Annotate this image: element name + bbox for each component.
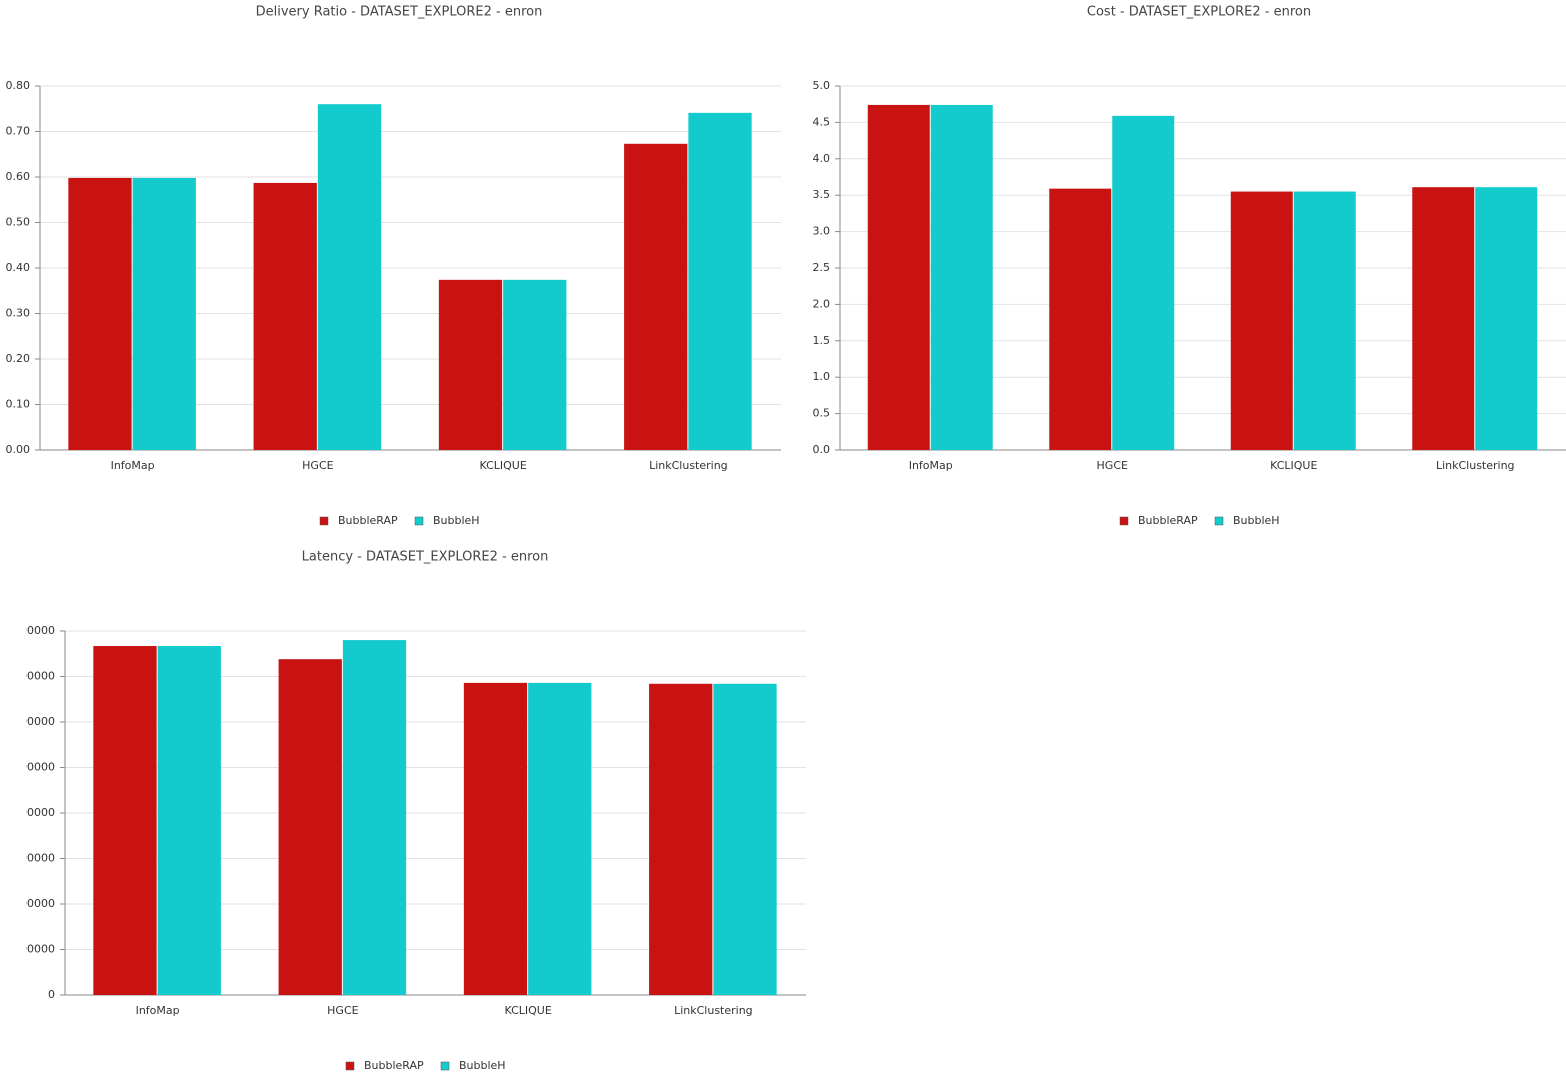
x-tick-label: LinkClustering — [649, 459, 728, 472]
x-tick-label: KCLIQUE — [1270, 459, 1317, 472]
y-tick-label: 4.5 — [813, 115, 831, 128]
y-tick-label: 400000 — [13, 806, 55, 819]
bar — [624, 143, 688, 450]
bar — [649, 683, 713, 995]
y-tick-label: 0.00 — [6, 443, 31, 456]
y-tick-label: 0.60 — [6, 170, 31, 183]
x-tick-label: HGCE — [327, 1004, 358, 1017]
bar — [713, 683, 777, 995]
x-tick-label: InfoMap — [909, 459, 953, 472]
bar — [253, 182, 317, 451]
y-tick-label: 0.20 — [6, 352, 31, 365]
y-tick-label: 0.5 — [813, 407, 831, 420]
legend-swatch — [345, 1061, 355, 1071]
bar — [1230, 191, 1293, 450]
legend-swatch — [440, 1061, 450, 1071]
bar — [463, 682, 528, 995]
legend-label: BubbleRAP — [1138, 514, 1198, 527]
y-tick-labels: 0.00 0.10 0.20 0.30 0.40 0.50 0.60 0.70 0.80 — [6, 79, 31, 456]
legend-swatch — [1214, 516, 1224, 526]
bar — [1293, 191, 1356, 450]
y-tick-label: 2.0 — [813, 297, 831, 310]
legend-label: BubbleRAP — [364, 1059, 424, 1072]
bar — [342, 640, 407, 995]
y-tick-label: 0.30 — [6, 307, 31, 320]
bar — [317, 104, 382, 450]
y-tick-label: 0.50 — [6, 216, 31, 229]
y-tick-labels: 0.0 0.5 1.0 1.5 2.0 2.5 3.0 3.5 4.0 4.5 5.0 — [813, 79, 831, 456]
bar — [867, 104, 930, 450]
bar — [1049, 188, 1112, 450]
chart-title: Delivery Ratio - DATASET_EXPLORE2 - enro… — [256, 5, 543, 20]
legend-label: BubbleH — [459, 1059, 506, 1072]
x-tick-label: KCLIQUE — [504, 1004, 551, 1017]
y-tick-label: 600000 — [13, 715, 55, 728]
x-tick-label: InfoMap — [136, 1004, 180, 1017]
legend-swatch — [1119, 516, 1129, 526]
legend-swatch — [414, 516, 424, 526]
x-tick-label: KCLIQUE — [479, 459, 526, 472]
y-tick-label: 800000 — [13, 624, 55, 637]
y-tick-label: 0.40 — [6, 261, 31, 274]
y-tick-label: 0.80 — [6, 79, 31, 92]
chart-title: Cost - DATASET_EXPLORE2 - enron — [1087, 5, 1311, 20]
bar — [688, 112, 752, 450]
y-tick-label: 0.70 — [6, 125, 31, 138]
y-tick-labels: 0 100000 200000 300000 400000 500000 600000 700… — [13, 624, 55, 1001]
y-tick-label: 2.5 — [813, 261, 831, 274]
chart: Cost - DATASET_EXPLORE2 - enron 0.0 0.5 1.0… — [813, 5, 1566, 527]
x-tick-label: HGCE — [302, 459, 333, 472]
y-tick-label: 500000 — [13, 761, 55, 774]
y-tick-label: 300000 — [13, 852, 55, 865]
x-tick-label: InfoMap — [111, 459, 155, 472]
y-tick-label: 1.5 — [813, 334, 831, 347]
x-tick-label: LinkClustering — [674, 1004, 753, 1017]
y-tick-label: 3.5 — [813, 188, 831, 201]
bar — [278, 659, 342, 995]
bar — [438, 279, 503, 450]
y-tick-label: 100000 — [13, 943, 55, 956]
y-tick-label: 0.0 — [813, 443, 831, 456]
bar — [93, 646, 157, 995]
legend-label: BubbleH — [433, 514, 480, 527]
legend-label: BubbleH — [1233, 514, 1280, 527]
bar — [1475, 187, 1538, 450]
bar — [157, 646, 221, 995]
bar — [1412, 187, 1475, 450]
y-tick-label: 700000 — [13, 670, 55, 683]
bar — [528, 682, 592, 995]
chart-title: Latency - DATASET_EXPLORE2 - enron — [302, 550, 549, 565]
chart: Latency - DATASET_EXPLORE2 - enron 0 10000… — [13, 550, 806, 1072]
chart: Delivery Ratio - DATASET_EXPLORE2 - enro… — [6, 5, 781, 527]
bar — [68, 177, 132, 450]
bar — [132, 177, 196, 450]
y-tick-label: 4.0 — [813, 152, 831, 165]
x-tick-label: LinkClustering — [1436, 459, 1515, 472]
legend-label: BubbleRAP — [338, 514, 398, 527]
legend-swatch — [319, 516, 329, 526]
y-tick-label: 0 — [48, 988, 55, 1001]
bar — [503, 279, 567, 450]
y-tick-label: 0.10 — [6, 398, 31, 411]
y-tick-label: 1.0 — [813, 370, 831, 383]
bar — [930, 104, 993, 450]
y-tick-label: 200000 — [13, 897, 55, 910]
bar — [1112, 115, 1175, 451]
y-tick-label: 5.0 — [813, 79, 831, 92]
y-tick-label: 3.0 — [813, 225, 831, 238]
x-tick-label: HGCE — [1097, 459, 1128, 472]
